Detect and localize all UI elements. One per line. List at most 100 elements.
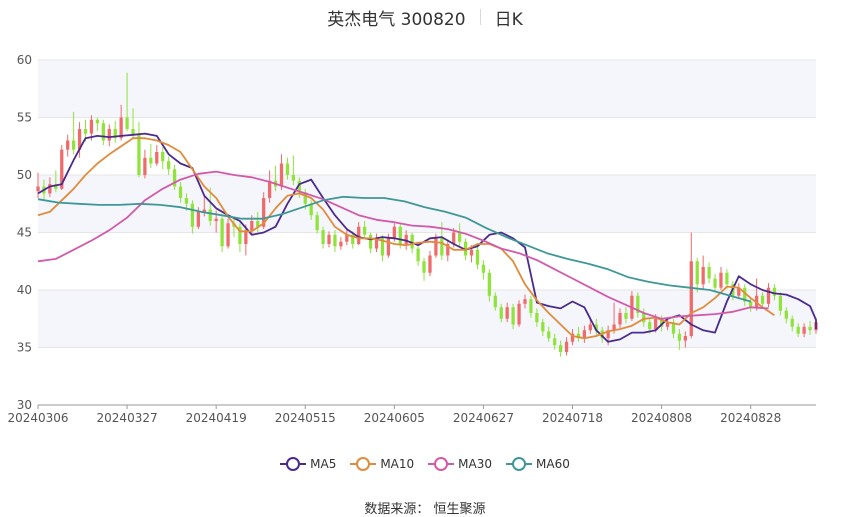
- candle-body: [208, 209, 212, 221]
- candle-body: [398, 226, 402, 244]
- candle-body: [570, 333, 575, 342]
- candle-body: [190, 203, 195, 227]
- chart-period[interactable]: 日K: [494, 9, 523, 30]
- candle-body: [707, 267, 711, 279]
- candle-body: [220, 218, 224, 247]
- x-tick-label: 20240515: [275, 411, 336, 425]
- candle-body: [125, 117, 129, 129]
- candle-body: [374, 238, 379, 249]
- candle-body: [386, 238, 391, 256]
- candle-body: [487, 272, 491, 296]
- legend-swatch-ma5: [280, 457, 307, 471]
- x-tick-label: 20240828: [720, 411, 781, 425]
- candle-body: [77, 129, 82, 150]
- legend-item-ma30[interactable]: MA30: [428, 457, 492, 471]
- candle-body: [36, 186, 40, 192]
- candle-body: [291, 175, 296, 181]
- candle-body: [636, 295, 640, 313]
- candle-body: [95, 119, 100, 124]
- candle-body: [137, 134, 141, 175]
- candle-body: [89, 119, 94, 134]
- candle-body: [713, 278, 717, 288]
- candle-body: [60, 149, 64, 189]
- data-source: 数据来源： 恒生聚源: [364, 502, 486, 517]
- series-line-ma5: [37, 132, 817, 343]
- candle-body: [172, 169, 177, 187]
- chart-legend: MA5 MA10 MA30 MA60: [0, 457, 850, 471]
- candle-body: [178, 186, 183, 198]
- candle-body: [463, 241, 468, 256]
- legend-item-ma10[interactable]: MA10: [350, 457, 414, 471]
- y-tick-label: 30: [17, 398, 32, 412]
- candle-body: [143, 157, 147, 175]
- candle-body: [321, 230, 325, 244]
- candle-body: [517, 303, 521, 325]
- candle-body: [155, 152, 159, 164]
- candle-body: [184, 198, 189, 204]
- candle-body: [523, 299, 527, 304]
- title-separator: [479, 9, 481, 25]
- candle-body: [392, 226, 396, 239]
- candle-body: [760, 295, 765, 304]
- legend-label-ma10: MA10: [380, 457, 415, 471]
- x-tick-label: 20240306: [7, 411, 68, 425]
- legend-swatch-ma60: [506, 457, 533, 471]
- candle-body: [440, 238, 444, 256]
- candle-body: [564, 341, 569, 353]
- candle-body: [766, 287, 771, 304]
- candle-body: [267, 180, 272, 198]
- candle-body: [410, 234, 414, 249]
- candle-body: [327, 234, 331, 244]
- candle-body: [588, 324, 592, 331]
- legend-item-ma5[interactable]: MA5: [280, 457, 336, 471]
- candle-body: [695, 261, 699, 285]
- candle-body: [368, 234, 373, 249]
- candle-body: [475, 249, 480, 265]
- candle-body: [642, 313, 646, 323]
- x-tick-label: 20240327: [97, 411, 158, 425]
- candle-body: [576, 333, 581, 339]
- candle-body: [309, 203, 313, 216]
- series-line-ma30: [37, 170, 769, 320]
- candle-body: [202, 209, 206, 212]
- candle-body: [458, 232, 462, 242]
- candle-body: [161, 152, 165, 162]
- candle-body: [796, 326, 800, 334]
- y-tick-label: 50: [17, 168, 32, 182]
- candle-body: [434, 238, 438, 256]
- candle-body: [529, 299, 533, 313]
- y-tick-label: 60: [17, 53, 32, 67]
- candle-body: [380, 238, 385, 256]
- candle-body: [808, 326, 812, 331]
- candle-body: [499, 307, 503, 319]
- candle-body: [618, 313, 622, 325]
- grid-band: [38, 175, 816, 233]
- candle-body: [612, 324, 616, 331]
- chart-title: 英杰电气 300820: [327, 9, 466, 30]
- candle-body: [357, 226, 361, 244]
- candle-body: [452, 232, 456, 244]
- legend-label-ma5: MA5: [310, 457, 337, 471]
- grid-band: [38, 290, 816, 348]
- candle-body: [790, 318, 794, 327]
- candle-body: [226, 223, 230, 247]
- y-tick-label: 45: [17, 226, 32, 240]
- candle-body: [333, 234, 337, 247]
- candle-body: [683, 336, 687, 341]
- x-tick-label: 20240718: [542, 411, 603, 425]
- candle-body: [297, 180, 301, 193]
- legend-item-ma60[interactable]: MA60: [506, 457, 570, 471]
- candle-body: [541, 322, 545, 332]
- candle-body: [553, 338, 557, 346]
- candle-body: [214, 218, 218, 221]
- candle-body: [749, 301, 753, 308]
- x-tick-label: 20240808: [631, 411, 692, 425]
- candle-body: [113, 129, 117, 139]
- candle-body: [802, 326, 806, 334]
- candle-body: [48, 184, 52, 194]
- candle-body: [725, 272, 729, 285]
- candle-body: [262, 198, 266, 227]
- candle-body: [677, 333, 682, 341]
- candle-body: [279, 163, 284, 187]
- candle-body: [256, 221, 260, 227]
